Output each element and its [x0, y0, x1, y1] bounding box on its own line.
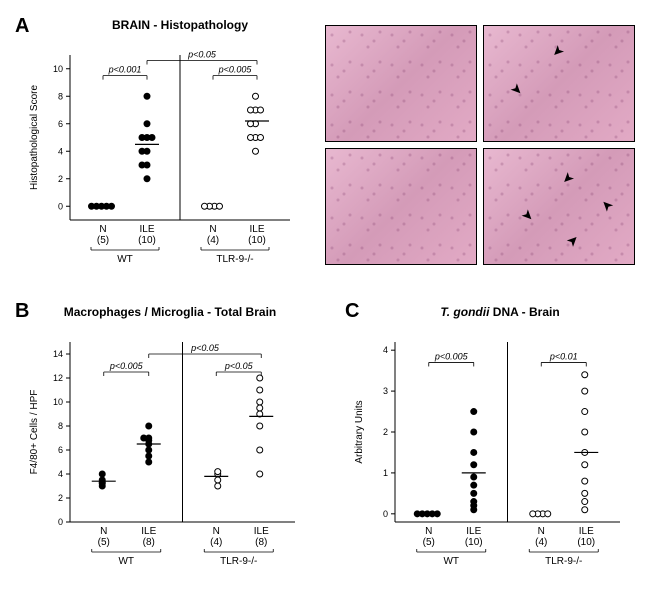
svg-text:p<0.05: p<0.05: [190, 343, 220, 353]
svg-text:1: 1: [383, 468, 388, 478]
svg-text:(10): (10): [577, 537, 595, 548]
svg-text:(8): (8): [143, 537, 155, 548]
panel-label-c: C: [345, 300, 359, 323]
svg-text:(10): (10): [465, 537, 483, 548]
svg-text:TLR-9-/-: TLR-9-/-: [220, 556, 257, 567]
svg-text:p<0.01: p<0.01: [549, 351, 578, 361]
arrow-icon: ➤: [597, 196, 617, 216]
svg-text:10: 10: [53, 64, 63, 74]
svg-text:Arbitrary Units: Arbitrary Units: [354, 400, 365, 463]
histo-image: [325, 148, 477, 265]
arrow-icon: ➤: [558, 168, 578, 188]
svg-text:(5): (5): [423, 537, 435, 548]
svg-text:10: 10: [53, 397, 63, 407]
svg-text:p<0.05: p<0.05: [187, 50, 217, 60]
svg-text:N: N: [213, 526, 220, 537]
svg-text:WT: WT: [118, 556, 134, 567]
svg-text:(5): (5): [97, 235, 109, 246]
panel-a-title: BRAIN - Histopathology: [70, 18, 290, 32]
svg-text:2: 2: [58, 174, 63, 184]
svg-text:WT: WT: [443, 556, 459, 567]
svg-text:6: 6: [58, 119, 63, 129]
panel-c-title: T. gondii DNA - Brain: [390, 305, 610, 319]
svg-text:ILE: ILE: [249, 224, 264, 235]
panel-b-title: Macrophages / Microglia - Total Brain: [40, 305, 300, 319]
panel-c-chart: 01234Arbitrary UnitsN(5)ILE(10)N(4)ILE(1…: [350, 322, 650, 592]
histo-image: ➤ ➤: [483, 25, 635, 142]
svg-text:(4): (4): [207, 235, 219, 246]
svg-text:(8): (8): [255, 537, 267, 548]
svg-text:(4): (4): [535, 537, 547, 548]
svg-text:N: N: [209, 224, 216, 235]
svg-text:Histopathological Score: Histopathological Score: [29, 85, 40, 190]
panel-b-chart: 02468101214F4/80+ Cells / HPFN(5)ILE(8)N…: [25, 322, 325, 592]
svg-text:N: N: [99, 224, 106, 235]
arrow-icon: ➤: [562, 230, 582, 250]
histology-grid: ➤ ➤ ➤ ➤ ➤ ➤: [325, 25, 635, 265]
svg-text:ILE: ILE: [139, 224, 154, 235]
svg-text:4: 4: [383, 345, 388, 355]
histo-image: [325, 25, 477, 142]
svg-text:TLR-9-/-: TLR-9-/-: [216, 254, 253, 265]
arrow-icon: ➤: [517, 205, 537, 225]
svg-text:6: 6: [58, 445, 63, 455]
svg-text:WT: WT: [117, 254, 133, 265]
svg-text:p<0.005: p<0.005: [434, 351, 469, 361]
svg-text:2: 2: [383, 427, 388, 437]
svg-text:2: 2: [58, 493, 63, 503]
svg-text:ILE: ILE: [466, 526, 481, 537]
svg-text:0: 0: [58, 517, 63, 527]
svg-text:0: 0: [383, 509, 388, 519]
arrow-icon: ➤: [547, 42, 567, 62]
svg-text:p<0.001: p<0.001: [108, 65, 142, 75]
svg-text:8: 8: [58, 91, 63, 101]
svg-text:p<0.005: p<0.005: [218, 65, 253, 75]
svg-text:ILE: ILE: [579, 526, 594, 537]
svg-text:N: N: [425, 526, 432, 537]
svg-text:(5): (5): [98, 537, 110, 548]
svg-text:p<0.005: p<0.005: [109, 361, 144, 371]
svg-text:8: 8: [58, 421, 63, 431]
svg-text:p<0.05: p<0.05: [224, 361, 254, 371]
svg-text:4: 4: [58, 146, 63, 156]
panel-a-chart: 0246810Histopathological ScoreN(5)ILE(10…: [25, 35, 315, 290]
figure-root: A B C BRAIN - Histopathology Macrophages…: [10, 10, 640, 582]
panel-label-b: B: [15, 300, 29, 323]
histo-image: ➤ ➤ ➤ ➤: [483, 148, 635, 265]
svg-text:N: N: [538, 526, 545, 537]
svg-text:ILE: ILE: [141, 526, 156, 537]
svg-text:(10): (10): [138, 235, 156, 246]
svg-text:(4): (4): [210, 537, 222, 548]
svg-text:12: 12: [53, 373, 63, 383]
svg-text:TLR-9-/-: TLR-9-/-: [545, 556, 582, 567]
svg-text:(10): (10): [248, 235, 266, 246]
svg-text:N: N: [100, 526, 107, 537]
arrow-icon: ➤: [507, 80, 527, 100]
svg-text:F4/80+ Cells / HPF: F4/80+ Cells / HPF: [29, 390, 40, 475]
svg-text:14: 14: [53, 349, 63, 359]
svg-text:3: 3: [383, 386, 388, 396]
svg-text:0: 0: [58, 201, 63, 211]
svg-text:4: 4: [58, 469, 63, 479]
svg-text:ILE: ILE: [254, 526, 269, 537]
